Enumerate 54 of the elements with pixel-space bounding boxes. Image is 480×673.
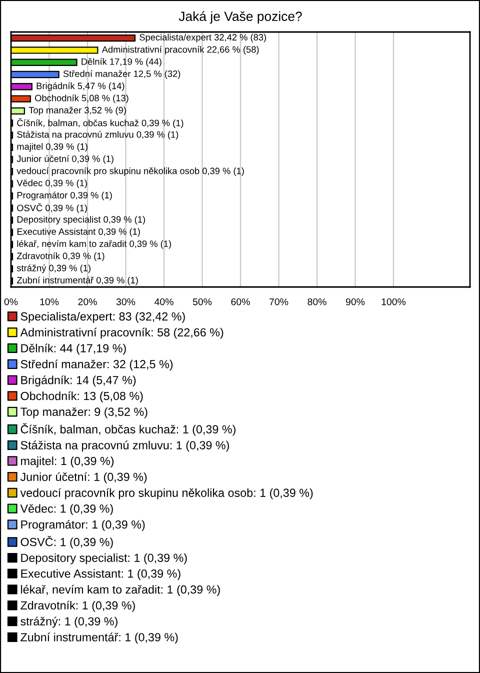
x-tick-label: 70% [270,298,288,306]
legend-label: Číšník, balman, občas kuchaž: 1 (0,39 %) [20,423,236,436]
data-label: Executive Assistant 0,39 % (1) [17,228,140,237]
x-tick-label: 30% [116,298,136,306]
data-label: Top manažer 3,52 % (9) [28,106,126,116]
x-tick-label: 0% [4,298,18,306]
data-label: lékař, nevím kam to zařadit 0,39 % (1) [17,240,171,249]
x-tick-label: 40% [154,298,174,306]
data-label: Brigádník 5,47 % (14) [36,82,124,91]
data-label: Vědec 0,39 % (1) [16,179,87,188]
x-tick-label: 100% [382,298,406,306]
legend-label: Brigádník: 14 (5,47 %) [21,376,136,387]
legend-label: Stážista na pracovnú zmluvu: 1 (0,39 %) [20,440,229,452]
x-tick-label: 10% [40,298,59,306]
x-tick-label: 20% [78,298,97,306]
data-label: vedoucí pracovník pro skupinu několika osob 0,39 % (1) [16,167,244,176]
legend-label: Junior účetní: 1 (0,39 %) [20,472,147,484]
chart-title: Jaká je Vaše pozice? [178,11,302,24]
legend-label: Zubní instrumentář: 1 (0,39 %) [20,632,178,644]
legend-label: strážný: 1 (0,39 %) [20,616,118,628]
x-tick-label: 80% [308,298,326,306]
legend-label: Programátor: 1 (0,39 %) [21,520,145,531]
legend-label: OSVČ: 1 (0,39 %) [20,536,113,548]
legend-label: Vědec: 1 (0,39 %) [20,504,113,516]
legend-label: Top manažer: 9 (3,52 %) [20,407,148,418]
legend-label: lékař, nevím kam to zařadit: 1 (0,39 %) [21,584,220,596]
legend-label: vedoucí pracovník pro skupinu několika osob: 1 (0,39 %) [20,488,313,500]
data-label: Dělník 17,19 % (44) [82,58,162,67]
x-tick-label: 60% [231,298,250,306]
x-tick-label: 90% [346,298,365,306]
data-label: Střední manažer 12,5 % (32) [63,70,180,79]
data-label: Zubní instrumentář 0,39 % (1) [16,276,138,286]
data-label: OSVČ 0,39 % (1) [17,203,87,214]
legend-label: Executive Assistant: 1 (0,39 %) [21,569,180,580]
data-label: Obchodník 5,08 % (13) [35,94,128,104]
legend-label: majitel: 1 (0,39 %) [21,456,114,468]
data-label: majitel 0,39 % (1) [17,143,88,152]
legend-label: Specialista/expert: 83 (32,42 %) [20,312,185,323]
legend-label: Střední manažer: 32 (12,5 %) [20,360,173,371]
x-tick-label: 50% [192,298,212,306]
legend-label: Zdravotník: 1 (0,39 %) [20,600,135,612]
data-label: strážný 0,39 % (1) [16,264,90,274]
legend-label: Administrativní pracovník: 58 (22,66 %) [20,328,224,339]
data-label: Programátor 0,39 % (1) [17,192,112,200]
data-label: Zdravotník 0,39 % (1) [16,252,104,261]
legend-label: Obchodník: 13 (5,08 %) [20,391,143,402]
data-label: Depository specialist 0,39 % (1) [17,216,145,224]
legend-label: Depository specialist: 1 (0,39 %) [21,553,187,564]
data-label: Junior účetní 0,39 % (1) [16,155,114,164]
data-label: Stážista na pracovnú zmluvu 0,39 % (1) [17,130,178,140]
data-label: Specialista/expert 32,42 % (83) [140,34,266,42]
data-label: Číšník, balman, občas kuchaž 0,39 % (1) [17,118,184,128]
legend-label: Dělník: 44 (17,19 %) [21,344,126,355]
data-label: Administrativní pracovník 22,66 % (58) [102,46,259,55]
